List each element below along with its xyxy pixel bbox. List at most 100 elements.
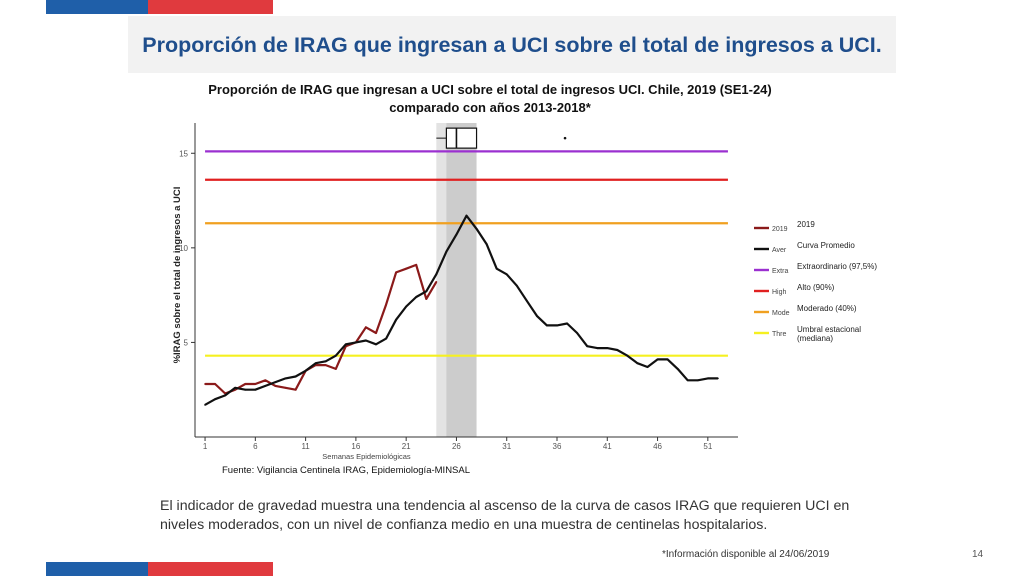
y-tick-label: 15 <box>179 149 188 158</box>
data-point-promedio <box>706 377 709 380</box>
data-point-promedio <box>375 343 377 346</box>
x-tick-label: 31 <box>502 442 511 451</box>
data-point-promedio <box>686 379 689 382</box>
legend-label: Alto (90%) <box>797 283 887 292</box>
data-point-2019 <box>244 383 247 385</box>
data-point-promedio <box>576 332 579 334</box>
data-point-2019 <box>284 386 287 389</box>
legend-key-text: Extra <box>772 268 788 275</box>
page-number: 14 <box>972 549 984 560</box>
band-red-segment <box>148 0 273 14</box>
data-point-2019 <box>365 326 367 329</box>
data-point-promedio <box>546 324 548 327</box>
data-point-2019 <box>204 383 206 385</box>
title-box: Proporción de IRAG que ingresan a UCI so… <box>128 16 896 73</box>
data-point-promedio <box>636 362 639 365</box>
data-point-promedio <box>596 347 599 349</box>
data-point-2019 <box>294 388 297 391</box>
data-point-promedio <box>334 354 337 357</box>
band-blue-segment <box>46 562 148 576</box>
x-tick-label: 41 <box>603 442 612 451</box>
data-point-promedio <box>425 290 428 293</box>
series-line-promedio <box>204 214 718 406</box>
x-axis-label: Semanas Epidemiológicas <box>322 452 411 461</box>
data-point-2019 <box>214 383 217 385</box>
legend-key-text: Mode <box>772 310 790 317</box>
data-point-2019 <box>385 303 387 306</box>
data-point-2019 <box>395 271 398 274</box>
footnote: *Información disponible al 24/06/2019 <box>662 549 830 560</box>
data-point-promedio <box>676 368 679 370</box>
chart-title: Proporción de IRAG que ingresan a UCI so… <box>208 82 772 115</box>
data-point-promedio <box>264 385 267 387</box>
data-point-2019 <box>264 379 267 382</box>
band-blue-segment <box>46 0 148 14</box>
data-point-promedio <box>646 366 649 368</box>
data-point-promedio <box>304 369 307 372</box>
legend-label: 2019 <box>797 220 887 229</box>
data-point-promedio <box>344 343 347 346</box>
data-point-promedio <box>224 394 227 397</box>
data-point-promedio <box>455 233 458 236</box>
band-red-segment <box>148 562 273 576</box>
data-point-promedio <box>385 337 387 340</box>
boxplot-outlier <box>563 136 567 140</box>
x-tick-label: 26 <box>452 442 461 451</box>
data-point-promedio <box>616 349 619 351</box>
data-point-promedio <box>324 360 327 363</box>
data-point-promedio <box>274 381 277 384</box>
legend-label: Curva Promedio <box>797 241 887 250</box>
data-point-promedio <box>214 398 217 401</box>
data-point-promedio <box>696 379 699 382</box>
data-point-promedio <box>354 341 357 344</box>
data-point-promedio <box>556 324 558 327</box>
data-point-2019 <box>375 332 377 334</box>
data-point-promedio <box>395 318 398 321</box>
data-point-promedio <box>666 358 669 361</box>
data-point-promedio <box>284 377 287 380</box>
data-point-promedio <box>485 243 488 245</box>
data-point-promedio <box>234 386 237 389</box>
legend-label: Umbral estacional (mediana) <box>797 325 887 343</box>
peak-shaded-region <box>446 123 477 437</box>
x-tick-label: 6 <box>253 442 258 451</box>
boxplot-box <box>445 127 478 149</box>
data-point-promedio <box>435 273 438 276</box>
data-point-2019 <box>324 364 327 367</box>
data-point-promedio <box>204 403 206 406</box>
data-point-promedio <box>566 322 568 325</box>
data-point-2019 <box>274 385 277 387</box>
data-point-promedio <box>405 305 408 308</box>
x-tick-label: 1 <box>203 442 208 451</box>
data-point-2019 <box>334 368 337 370</box>
y-axis-label: %IRAG sobre el total de ingresos a UCI <box>172 187 183 364</box>
data-point-promedio <box>314 362 317 365</box>
legend-key-text: Aver <box>772 247 787 254</box>
data-point-promedio <box>445 250 448 253</box>
data-point-promedio <box>465 214 468 217</box>
data-point-promedio <box>626 354 629 357</box>
legend-key-text: 2019 <box>772 226 788 233</box>
y-tick-label: 5 <box>184 338 189 347</box>
data-point-promedio <box>656 358 659 361</box>
x-tick-label: 16 <box>351 442 360 451</box>
series-line-2019 <box>205 263 438 395</box>
data-point-promedio <box>294 375 297 378</box>
legend-key-text: High <box>772 289 787 296</box>
data-point-promedio <box>365 339 367 342</box>
slide-title: Proporción de IRAG que ingresan a UCI so… <box>142 33 882 57</box>
data-point-promedio <box>716 377 719 380</box>
top-color-band <box>46 0 273 14</box>
legend-label: Moderado (40%) <box>797 304 887 313</box>
chart-source: Fuente: Vigilancia Centinela IRAG, Epide… <box>222 465 471 476</box>
data-point-promedio <box>535 315 538 317</box>
data-point-2019 <box>425 298 428 300</box>
x-tick-label: 36 <box>553 442 562 451</box>
data-point-2019 <box>405 267 408 270</box>
x-tick-label: 51 <box>703 442 712 451</box>
data-point-2019 <box>435 280 438 283</box>
x-tick-label: 46 <box>653 442 662 451</box>
data-point-promedio <box>606 347 609 349</box>
data-point-promedio <box>525 299 528 302</box>
